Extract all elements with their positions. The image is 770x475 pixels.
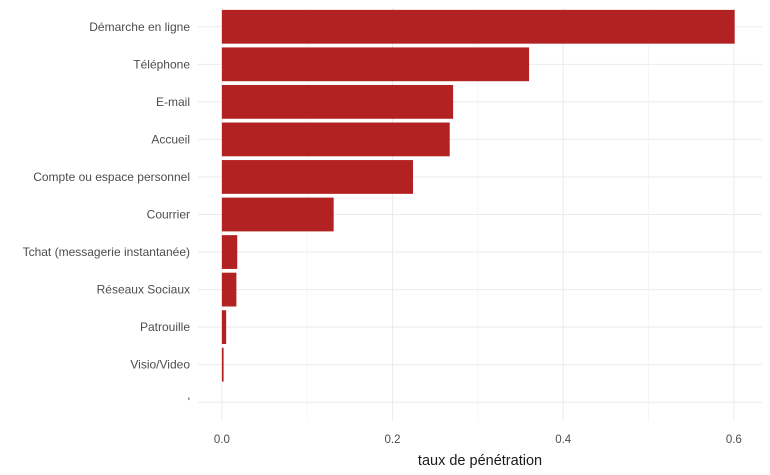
x-tick-label: 0.0	[214, 434, 230, 446]
bar	[221, 235, 238, 269]
bar	[221, 122, 450, 157]
bar	[221, 160, 414, 194]
category-label: Tchat (messagerie instantanée)	[23, 245, 190, 259]
category-label: Réseaux Sociaux	[97, 283, 190, 297]
bar	[221, 197, 334, 232]
category-label: Téléphone	[133, 57, 190, 71]
bar	[221, 272, 237, 307]
category-label: '	[188, 395, 190, 409]
bar	[221, 84, 454, 119]
category-labels: Démarche en ligne Téléphone E-mail Accueil C…	[23, 20, 191, 409]
x-tick-label: 0.2	[385, 434, 401, 446]
x-tick-label: 0.6	[726, 434, 742, 446]
bar	[221, 9, 735, 44]
category-label: Accueil	[151, 132, 190, 146]
category-label: Démarche en ligne	[89, 20, 190, 34]
category-label: Compte ou espace personnel	[33, 170, 190, 184]
category-label: Patrouille	[140, 320, 190, 334]
bars	[221, 9, 735, 382]
category-label: Visio/Video	[130, 358, 190, 372]
bar	[221, 310, 227, 345]
category-label: Courrier	[147, 208, 190, 222]
bar	[221, 347, 224, 382]
x-tick-labels: 0.0 0.2 0.4 0.6	[214, 434, 742, 446]
x-tick-label: 0.4	[555, 434, 572, 446]
category-label: E-mail	[156, 95, 190, 109]
x-axis-title: taux de pénétration	[418, 453, 542, 469]
bar	[221, 47, 530, 82]
